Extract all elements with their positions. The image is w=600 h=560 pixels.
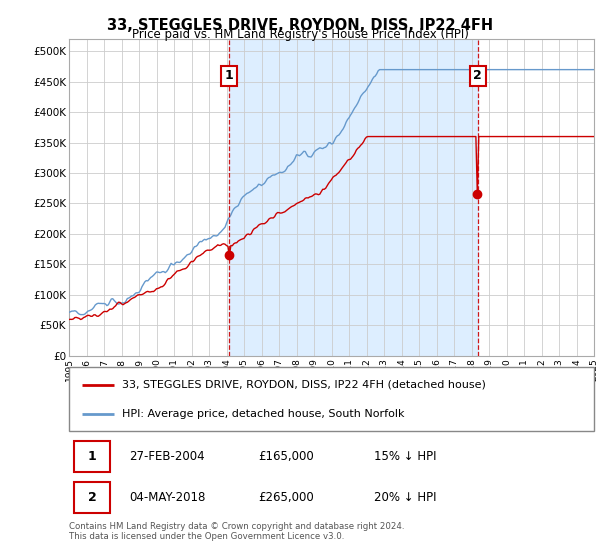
Text: 15% ↓ HPI: 15% ↓ HPI: [373, 450, 436, 463]
Text: £265,000: £265,000: [258, 491, 314, 504]
Text: 04-MAY-2018: 04-MAY-2018: [130, 491, 206, 504]
Text: 20% ↓ HPI: 20% ↓ HPI: [373, 491, 436, 504]
Text: 2: 2: [88, 491, 97, 504]
Text: 33, STEGGLES DRIVE, ROYDON, DISS, IP22 4FH (detached house): 33, STEGGLES DRIVE, ROYDON, DISS, IP22 4…: [121, 380, 485, 390]
Text: Price paid vs. HM Land Registry's House Price Index (HPI): Price paid vs. HM Land Registry's House …: [131, 28, 469, 41]
Text: 1: 1: [88, 450, 97, 463]
FancyBboxPatch shape: [74, 482, 110, 513]
Text: 2: 2: [473, 69, 482, 82]
Text: 1: 1: [225, 69, 233, 82]
Text: £165,000: £165,000: [258, 450, 314, 463]
Text: 27-FEB-2004: 27-FEB-2004: [130, 450, 205, 463]
Bar: [229, 39, 478, 356]
Text: HPI: Average price, detached house, South Norfolk: HPI: Average price, detached house, Sout…: [121, 409, 404, 419]
FancyBboxPatch shape: [74, 441, 110, 472]
Text: Contains HM Land Registry data © Crown copyright and database right 2024.
This d: Contains HM Land Registry data © Crown c…: [69, 522, 404, 542]
Text: 33, STEGGLES DRIVE, ROYDON, DISS, IP22 4FH: 33, STEGGLES DRIVE, ROYDON, DISS, IP22 4…: [107, 18, 493, 33]
